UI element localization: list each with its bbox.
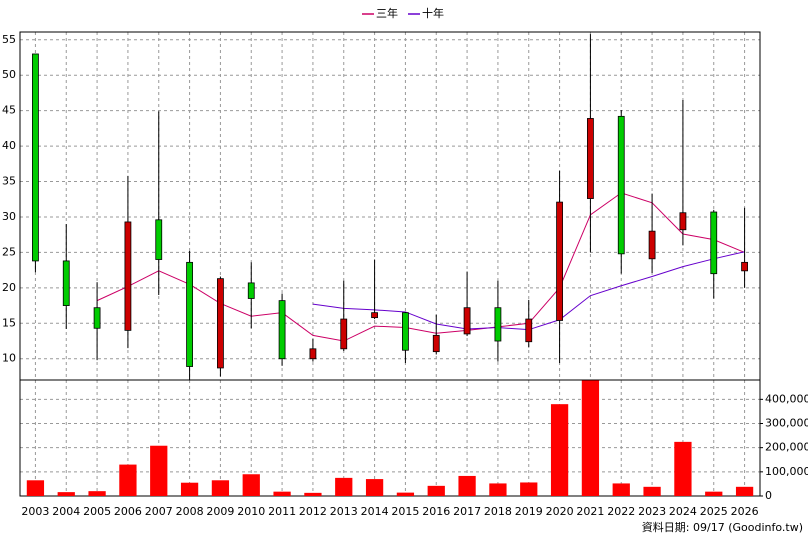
candle-body	[217, 278, 224, 369]
y2-tick-label: 400,000	[765, 392, 808, 405]
volume-bar	[57, 492, 75, 496]
volume-bar	[489, 483, 507, 496]
volume-bar	[335, 477, 353, 496]
plot-frame	[19, 31, 761, 497]
volume-bar	[705, 491, 723, 496]
y2-tick-label: 200,000	[765, 441, 808, 454]
x-tick-label: 2008	[176, 505, 204, 518]
x-tick-label: 2012	[299, 505, 327, 518]
x-tick-label: 2003	[21, 505, 49, 518]
volume-bar	[180, 482, 199, 496]
candle-body	[679, 212, 687, 231]
candle-body	[402, 312, 409, 351]
candle-body	[648, 230, 656, 260]
volume-bar	[550, 404, 569, 496]
candle-body	[309, 348, 317, 360]
volume-bar	[643, 486, 661, 496]
volume-bar	[427, 485, 445, 496]
candle-body	[525, 318, 533, 343]
volume-bar	[211, 480, 230, 496]
candle-body	[371, 312, 378, 319]
candle-body	[710, 211, 718, 275]
y2-tick-label: 0	[765, 489, 772, 502]
x-tick-label: 2011	[268, 505, 296, 518]
x-tick-label: 2019	[515, 505, 543, 518]
x-tick-label: 2007	[145, 505, 173, 518]
candle-body	[62, 260, 70, 306]
ma-line	[96, 192, 745, 342]
candle-body	[124, 221, 132, 331]
x-tick-label: 2016	[422, 505, 450, 518]
candle-body	[340, 318, 348, 350]
x-tick-label: 2022	[607, 505, 635, 518]
volume-bar	[458, 475, 476, 496]
y-tick-label: 55	[2, 33, 16, 46]
x-tick-label: 2013	[330, 505, 358, 518]
volume-bar	[242, 474, 260, 496]
candle-body	[587, 118, 594, 199]
volume-bar	[581, 380, 600, 496]
candle-body	[93, 307, 101, 329]
candle-body	[556, 201, 563, 321]
y-tick-label: 50	[2, 68, 16, 81]
volume-bar	[273, 491, 291, 496]
x-tick-label: 2015	[391, 505, 419, 518]
volume-bar	[735, 486, 754, 496]
x-tick-label: 2010	[237, 505, 265, 518]
x-tick-label: 2020	[546, 505, 574, 518]
volume-bar	[88, 491, 106, 496]
y-tick-label: 15	[2, 316, 16, 329]
x-tick-label: 2023	[638, 505, 666, 518]
x-tick-label: 2004	[52, 505, 80, 518]
candle-body	[463, 307, 471, 335]
candle-body	[432, 334, 440, 353]
y2-tick-label: 300,000	[765, 417, 808, 430]
x-tick-label: 2018	[484, 505, 512, 518]
y-tick-label: 35	[2, 175, 16, 188]
y-tick-label: 10	[2, 352, 16, 365]
y2-tick-label: 100,000	[765, 465, 808, 478]
candle-body	[617, 115, 625, 255]
candle-body	[155, 219, 163, 260]
y-tick-label: 20	[2, 281, 16, 294]
footer: 資料日期: 09/17 (Goodinfo.tw)	[642, 520, 803, 534]
volume-bar	[612, 483, 630, 496]
volume-bar	[150, 445, 168, 496]
x-tick-label: 2009	[206, 505, 234, 518]
candle-body	[247, 282, 255, 299]
volume-bar	[119, 464, 137, 496]
x-tick-label: 2014	[361, 505, 389, 518]
x-tick-label: 2005	[83, 505, 111, 518]
x-tick-label: 2025	[700, 505, 728, 518]
y-tick-label: 45	[2, 104, 16, 117]
volume-bar	[396, 492, 415, 496]
volume-bar	[520, 482, 538, 496]
legend-label: 三年	[376, 6, 398, 20]
candle-body	[494, 307, 502, 342]
x-tick-label: 2006	[114, 505, 142, 518]
y-tick-label: 25	[2, 245, 16, 258]
candle-body	[278, 300, 286, 360]
y-tick-label: 40	[2, 139, 16, 152]
volume-bar	[674, 441, 692, 496]
y-tick-label: 30	[2, 210, 16, 223]
candle-body	[186, 261, 193, 367]
candle-body	[32, 53, 39, 262]
volume-bar	[365, 479, 384, 496]
volume-bar	[304, 492, 322, 496]
x-tick-label: 2017	[453, 505, 481, 518]
candle-body	[741, 261, 748, 272]
x-tick-label: 2024	[669, 505, 697, 518]
x-tick-label: 2026	[731, 505, 759, 518]
volume-bar	[26, 480, 45, 496]
legend-label: 十年	[422, 6, 444, 20]
x-tick-label: 2021	[576, 505, 604, 518]
